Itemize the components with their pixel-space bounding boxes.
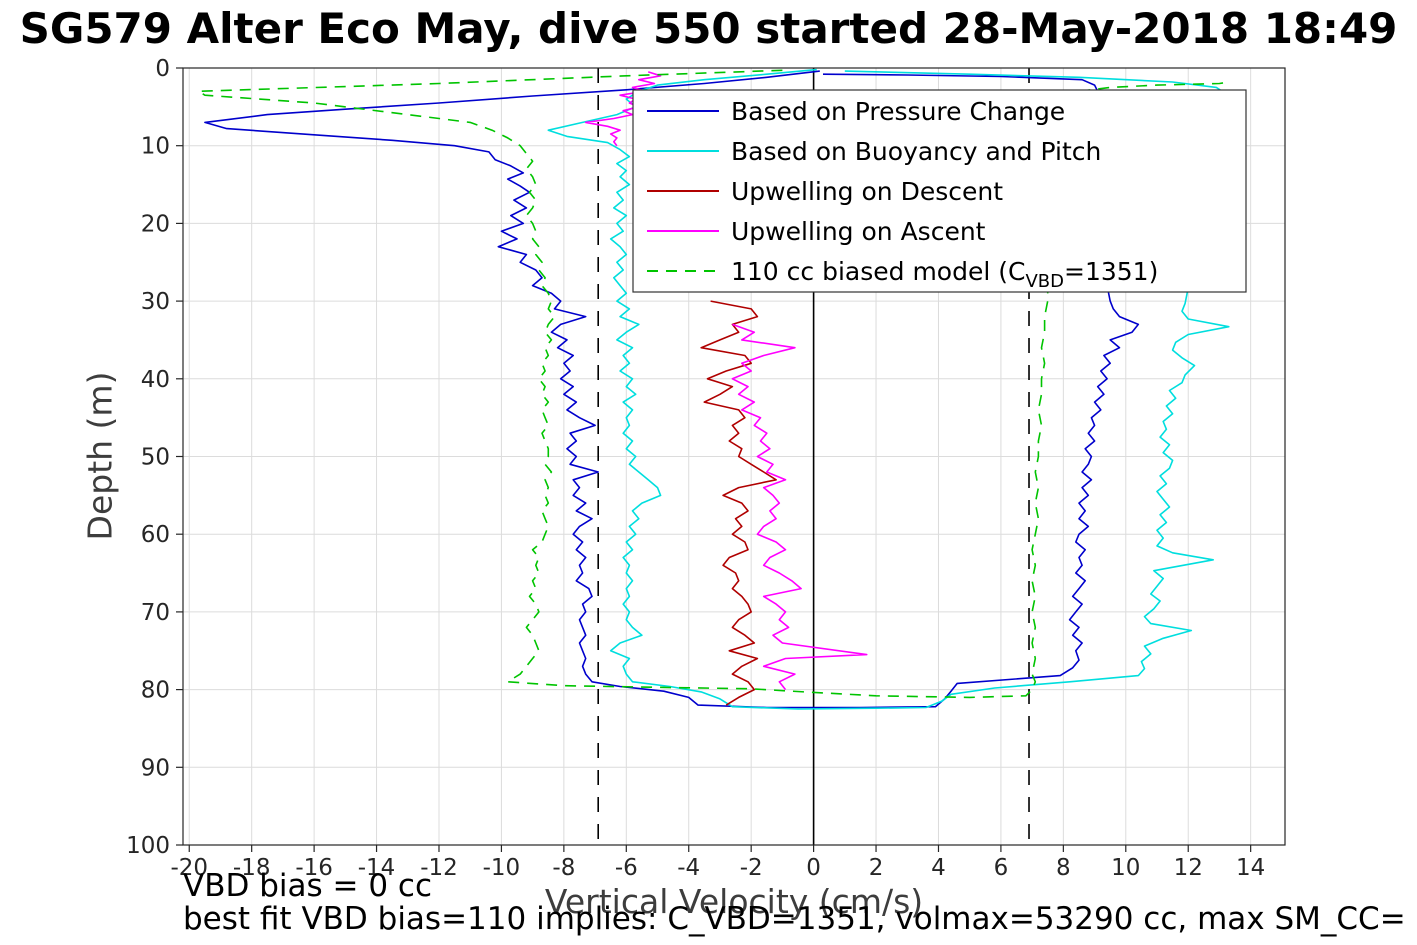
annotation-vbd-bias: VBD bias = 0 cc xyxy=(183,868,432,904)
legend-entry-based-on-buoyancy-and-pitch: Based on Buoyancy and Pitch xyxy=(647,137,1101,166)
y-tick-label: 100 xyxy=(126,833,170,859)
x-tick-label: -8 xyxy=(552,855,575,881)
y-tick-label: 90 xyxy=(141,755,170,781)
x-tick-label: -18 xyxy=(233,855,271,881)
annotation-best-fit: best fit VBD bias=110 implies: C_VBD=135… xyxy=(183,901,1406,937)
x-tick-label: 8 xyxy=(1056,855,1071,881)
x-axis-label: Vertical Velocity (cm/s) xyxy=(544,882,924,921)
x-tick-label: 10 xyxy=(1111,855,1140,881)
x-tick-label: 12 xyxy=(1174,855,1203,881)
y-tick-label: 60 xyxy=(141,522,170,548)
x-tick-label: 4 xyxy=(931,855,946,881)
x-tick-label: -12 xyxy=(420,855,458,881)
x-tick-label: -2 xyxy=(740,855,763,881)
x-tick-label: -10 xyxy=(483,855,521,881)
legend-box xyxy=(632,89,1247,293)
x-tick-label: -6 xyxy=(615,855,638,881)
legend-entry-based-on-pressure-change: Based on Pressure Change xyxy=(647,97,1065,126)
x-tick-label: 14 xyxy=(1236,855,1265,881)
y-tick-label: 70 xyxy=(141,600,170,626)
y-tick-label: 40 xyxy=(141,367,170,393)
legend: Based on Pressure Change Based on Buoyanc… xyxy=(632,89,1247,293)
x-tick-label: -14 xyxy=(358,855,396,881)
y-tick-label: 20 xyxy=(141,211,170,237)
legend-entry-upwelling-on-ascent: Upwelling on Ascent xyxy=(647,217,986,246)
x-tick-label: 0 xyxy=(806,855,821,881)
y-tick-label: 10 xyxy=(141,134,170,160)
y-tick-label: 0 xyxy=(155,56,170,82)
x-tick-label: -20 xyxy=(170,855,208,881)
legend-label: Based on Pressure Change xyxy=(731,97,1065,126)
legend-label: Upwelling on Descent xyxy=(731,177,1003,206)
y-axis-label: Depth (m) xyxy=(80,371,120,541)
legend-label: Based on Buoyancy and Pitch xyxy=(731,137,1101,166)
legend-entry-110-cc-biased-model-c-vbd-1351: 110 cc biased model (CVBD=1351) xyxy=(647,257,1158,292)
series-based-on-pressure-change xyxy=(204,70,1140,709)
y-tick-label: 80 xyxy=(141,678,170,704)
x-tick-label: 6 xyxy=(994,855,1009,881)
x-tick-label: -4 xyxy=(677,855,700,881)
axes-border xyxy=(182,67,1286,846)
x-tick-label: -16 xyxy=(295,855,333,881)
series-based-on-buoyancy-and-pitch xyxy=(547,68,1230,710)
series-110-cc-biased-model-c-vbd-1351 xyxy=(197,69,1229,699)
legend-entry-upwelling-on-descent: Upwelling on Descent xyxy=(647,177,1003,206)
chart-title: SG579 Alter Eco May, dive 550 started 28… xyxy=(19,4,1398,53)
x-tick-label: 2 xyxy=(869,855,884,881)
legend-label: Upwelling on Ascent xyxy=(731,217,986,246)
legend-label: 110 cc biased model (CVBD=1351) xyxy=(731,257,1158,292)
y-tick-label: 30 xyxy=(141,289,170,315)
series-upwelling-on-descent xyxy=(700,300,777,706)
series-upwelling-on-ascent xyxy=(584,71,868,691)
y-tick-label: 50 xyxy=(141,445,170,471)
